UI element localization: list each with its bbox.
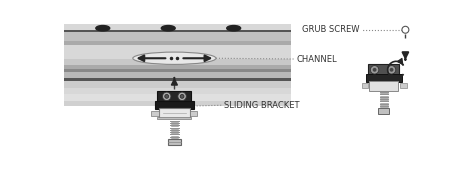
Bar [64,41,292,45]
Bar [64,59,292,65]
Bar [64,94,292,101]
Ellipse shape [96,25,109,31]
Circle shape [165,94,169,98]
Bar [151,111,159,116]
Ellipse shape [227,25,241,31]
Circle shape [178,92,186,101]
Circle shape [387,65,396,74]
Bar [400,83,407,88]
Ellipse shape [161,25,175,31]
Bar [159,108,190,117]
Bar [190,111,198,116]
Bar [362,83,368,88]
Circle shape [163,92,171,101]
Text: CHANNEL: CHANNEL [297,55,337,63]
Circle shape [402,26,409,33]
FancyBboxPatch shape [378,108,389,114]
Bar [368,64,399,75]
Bar [64,24,292,30]
Circle shape [370,65,379,74]
Circle shape [180,94,184,98]
Bar [64,65,292,69]
Bar [64,69,292,72]
Bar [64,101,292,106]
Bar [64,88,292,94]
Bar [64,81,292,88]
Bar [369,81,399,91]
Bar [155,101,194,109]
Bar [157,91,191,102]
FancyBboxPatch shape [168,139,181,145]
Text: GRUB SCREW: GRUB SCREW [301,25,359,34]
Bar [64,78,292,81]
Circle shape [373,68,376,72]
Text: SLIDING BRACKET: SLIDING BRACKET [224,101,299,110]
Bar [64,32,292,41]
Bar [64,30,292,32]
Bar [366,74,401,82]
Circle shape [390,68,393,72]
Bar [157,117,191,119]
Bar [64,45,292,59]
Bar [64,72,292,78]
Ellipse shape [133,52,216,64]
